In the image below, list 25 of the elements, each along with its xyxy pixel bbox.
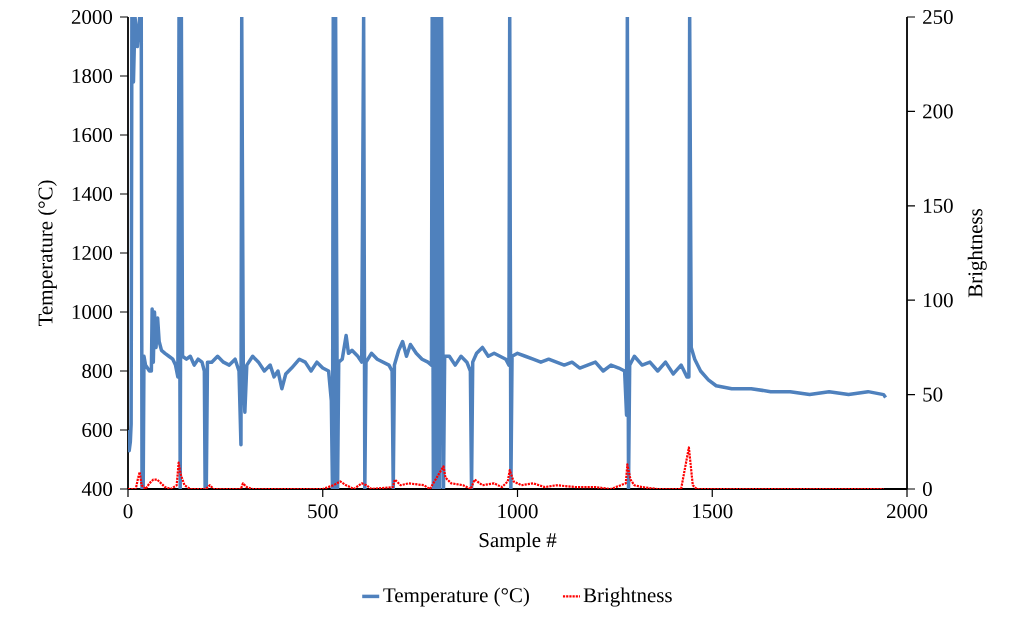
y-axis-title: Temperature (°C) [37,180,57,327]
y2-tick-label: 250 [923,9,953,25]
x-tick-label: 500 [308,504,338,519]
legend-label: Temperature (°C) [383,587,529,607]
y-tick-label: 400 [81,481,113,497]
y2-tick-label: 100 [924,293,953,308]
y-tick-label: 1000 [72,304,113,320]
y2-tick-label: 200 [923,104,953,119]
legend-label: Brightness [583,587,672,607]
y-tick-label: 2000 [71,9,113,25]
x-tick-label: 1500 [693,504,733,519]
y-tick-label: 600 [82,422,113,438]
y-tick-label: 1600 [72,127,113,143]
x-tick-label: 2000 [887,504,928,519]
x-axis-title: Sample # [479,532,557,552]
y-tick-label: 800 [82,363,113,379]
y2-tick-label: 50 [923,387,943,402]
y-tick-label: 1400 [72,186,113,202]
y-tick-label: 1200 [72,245,113,261]
y2-tick-label: 150 [924,198,953,213]
x-tick-label: 0 [123,504,133,519]
y2-tick-label: 0 [922,481,932,497]
y2-axis-title: Brightness [967,208,987,298]
y-tick-label: 1800 [72,68,113,84]
x-tick-label: 1000 [498,504,538,519]
